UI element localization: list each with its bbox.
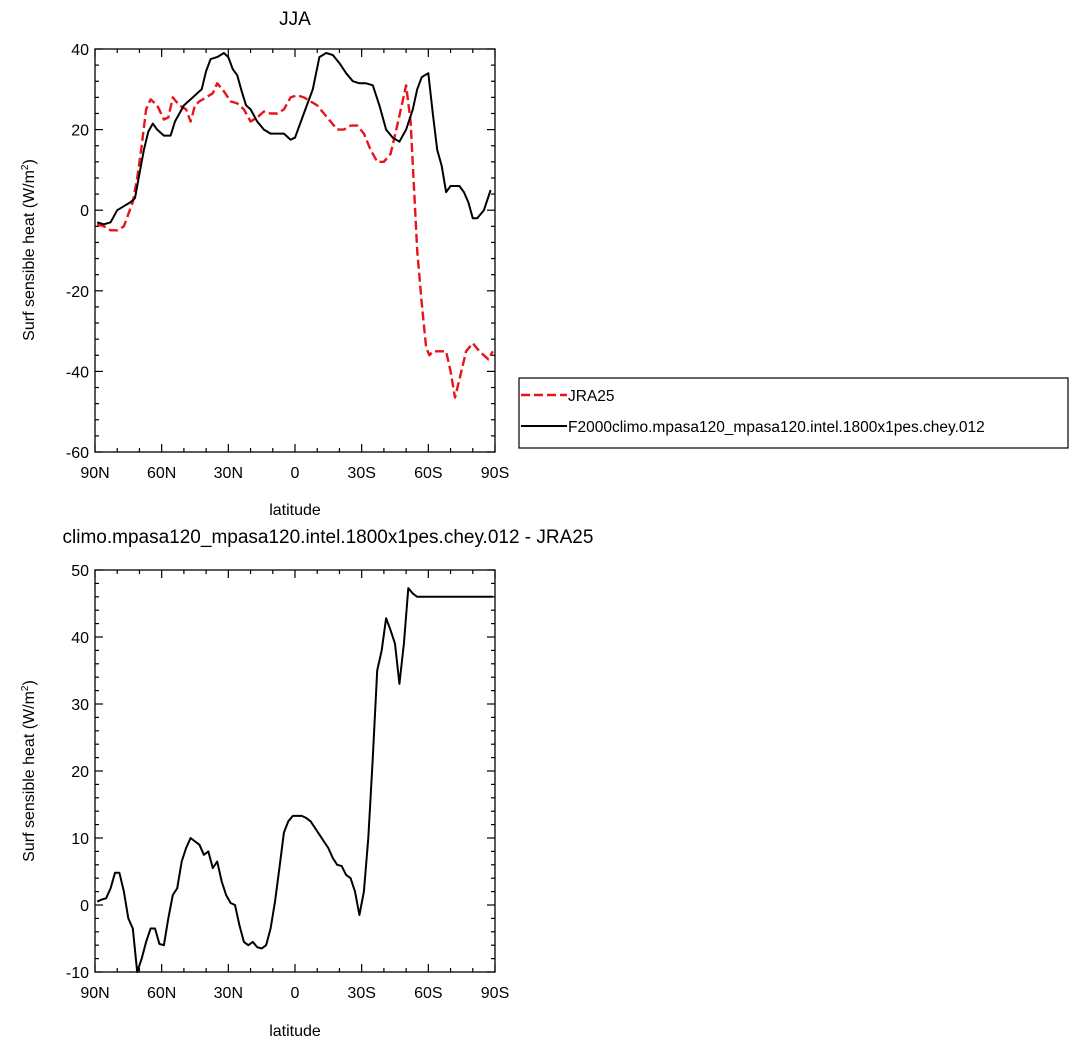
top-chart-series-line-0 (96, 82, 494, 399)
bottom-chart-y-tick-label: 0 (80, 898, 89, 915)
top-chart-x-axis: 90N 60N 30N 0 30S 60S 90S (80, 49, 509, 482)
top-chart-plot-frame (94, 48, 496, 453)
top-chart-title: JJA (279, 9, 311, 30)
top-chart-legend: JRA25 F2000climo.mpasa120_mpasa120.intel… (518, 377, 1069, 449)
bottom-chart-y-tick-label: 50 (71, 563, 89, 580)
bottom-chart-x-axis: 90N 60N 30N 0 30S 60S 90S (80, 570, 509, 1002)
legend-label-jra25: JRA25 (568, 388, 615, 405)
top-chart-x-tick-label: 90S (481, 465, 509, 482)
top-chart-y-tick-label: -40 (66, 364, 89, 381)
top-chart-x-tick-label: 30N (214, 465, 243, 482)
bottom-chart-x-tick-label: 60S (414, 985, 442, 1002)
top-chart-y-tick-label: -60 (66, 445, 89, 462)
bottom-chart-x-tick-label: 60N (147, 985, 176, 1002)
bottom-chart-x-tick-label: 90S (481, 985, 509, 1002)
top-chart-y-tick-label: 20 (71, 123, 89, 140)
bottom-chart-y-tick-label: 10 (71, 831, 89, 848)
bottom-chart-title: climo.mpasa120_mpasa120.intel.1800x1pes.… (63, 527, 594, 548)
bottom-chart-x-tick-label: 0 (291, 985, 300, 1002)
bottom-chart-series-group (96, 587, 493, 973)
bottom-chart-x-tick-label: 30S (347, 985, 375, 1002)
legend-label-model: F2000climo.mpasa120_mpasa120.intel.1800x… (568, 419, 985, 436)
top-chart-x-tick-label: 60S (414, 465, 442, 482)
bottom-chart-y-tick-label: 20 (71, 764, 89, 781)
top-chart-x-tick-label: 0 (291, 465, 300, 482)
bottom-chart-series-line-0 (96, 587, 493, 973)
bottom-chart-x-tick-label: 30N (214, 985, 243, 1002)
top-chart-y-tick-label: 0 (80, 203, 89, 220)
top-chart-y-tick-label: 40 (71, 42, 89, 59)
bottom-chart-y-tick-label: 40 (71, 630, 89, 647)
top-chart-y-axis-label: Surf sensible heat (W/m2) (20, 159, 38, 341)
top-chart-x-axis-label: latitude (269, 502, 321, 519)
bottom-chart-y-tick-label: -10 (66, 965, 89, 982)
bottom-chart-y-tick-label: 30 (71, 697, 89, 714)
top-chart-panel: JJA -60 -40 -20 0 20 40 90N 60N 30N 0 30S 60S 90S l… (20, 9, 509, 519)
top-chart-series-line-1 (96, 52, 492, 226)
bottom-chart-x-tick-label: 90N (80, 985, 109, 1002)
legend-frame (518, 377, 1069, 449)
top-chart-y-axis: -60 -40 -20 0 20 40 (66, 42, 495, 462)
top-chart-x-tick-label: 60N (147, 465, 176, 482)
top-chart-series-group (96, 52, 494, 399)
top-chart-y-tick-label: -20 (66, 284, 89, 301)
bottom-chart-plot-frame (94, 569, 496, 973)
bottom-chart-y-axis: -10 0 10 20 30 40 50 (66, 563, 495, 982)
bottom-chart-y-axis-label: Surf sensible heat (W/m2) (20, 680, 38, 862)
bottom-chart-x-axis-label: latitude (269, 1023, 321, 1040)
top-chart-x-tick-label: 90N (80, 465, 109, 482)
top-chart-x-tick-label: 30S (347, 465, 375, 482)
bottom-chart-panel: climo.mpasa120_mpasa120.intel.1800x1pes.… (20, 527, 593, 1040)
